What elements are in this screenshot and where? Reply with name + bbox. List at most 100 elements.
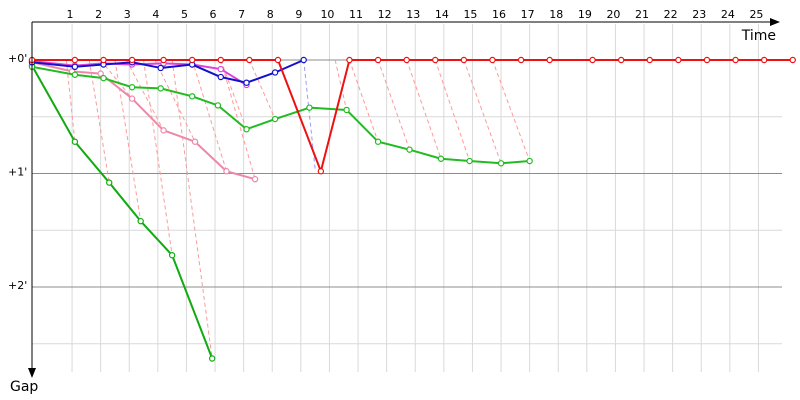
data-point xyxy=(217,56,224,64)
y-tick-label: +0' xyxy=(8,52,27,65)
data-point xyxy=(157,85,164,92)
data-point xyxy=(675,56,682,64)
data-point xyxy=(168,252,176,259)
data-point xyxy=(489,56,496,64)
x-tick-label: 17 xyxy=(521,8,535,21)
data-point xyxy=(271,69,279,76)
guide-line xyxy=(377,59,410,150)
x-axis-title: Time xyxy=(741,28,776,44)
data-point xyxy=(343,106,350,114)
x-axis-arrow-icon xyxy=(770,18,780,26)
series-3 xyxy=(28,63,533,167)
data-point xyxy=(317,168,325,175)
data-point xyxy=(208,355,216,362)
guide-line xyxy=(248,59,276,120)
data-point xyxy=(71,56,79,64)
series-layer xyxy=(28,56,796,362)
data-point xyxy=(432,56,439,64)
x-tick-label: 10 xyxy=(320,8,334,21)
x-tick-label: 25 xyxy=(749,8,763,21)
series-line xyxy=(31,59,305,84)
series-line xyxy=(31,60,248,86)
x-tick-label: 23 xyxy=(692,8,706,21)
guide-line xyxy=(143,59,173,256)
data-point xyxy=(71,71,79,78)
data-point xyxy=(466,157,473,165)
data-point xyxy=(403,56,410,64)
x-tick-label: 21 xyxy=(635,8,649,21)
x-tick-label: 19 xyxy=(578,8,592,21)
data-point xyxy=(374,56,382,64)
guide-line xyxy=(125,59,165,131)
data-point xyxy=(789,56,796,64)
data-point xyxy=(223,168,230,175)
x-tick-label: 22 xyxy=(664,8,678,21)
data-point xyxy=(106,179,113,186)
guide-line xyxy=(191,59,227,172)
data-point xyxy=(246,56,253,64)
data-point xyxy=(732,56,739,64)
guide-line xyxy=(491,59,531,162)
data-point xyxy=(217,73,224,81)
x-tick-label: 16 xyxy=(492,8,506,21)
data-point xyxy=(546,56,553,64)
axes: Time Gap xyxy=(10,18,780,395)
x-tick-label: 18 xyxy=(549,8,563,21)
x-tick-label: 7 xyxy=(238,8,245,21)
data-point xyxy=(128,84,136,91)
data-point xyxy=(191,138,199,145)
y-tick-label: +2' xyxy=(8,279,27,292)
guide-line xyxy=(348,59,379,142)
guide-line xyxy=(406,59,442,159)
x-tick-label: 11 xyxy=(349,8,363,21)
data-point xyxy=(188,56,196,64)
x-tick-label: 2 xyxy=(95,8,102,21)
data-point xyxy=(497,160,505,167)
series-line xyxy=(32,59,793,173)
data-point xyxy=(703,56,711,64)
data-point xyxy=(157,64,164,72)
x-tick-label: 15 xyxy=(463,8,477,21)
data-point xyxy=(71,63,79,71)
x-tick-label: 20 xyxy=(606,8,620,21)
data-point xyxy=(346,56,353,64)
x-tick-label: 4 xyxy=(152,8,159,21)
data-point xyxy=(271,115,279,123)
x-tick-label: 6 xyxy=(210,8,217,21)
data-point xyxy=(100,56,107,64)
x-tick-label: 24 xyxy=(721,8,735,21)
data-point xyxy=(137,217,144,225)
y-axis-arrow-icon xyxy=(28,368,36,378)
series-line xyxy=(31,65,214,359)
x-tick-label: 9 xyxy=(295,8,302,21)
data-point xyxy=(274,56,282,64)
data-point xyxy=(243,126,250,133)
data-point xyxy=(760,56,768,64)
data-point xyxy=(128,95,136,102)
data-point xyxy=(617,56,625,64)
y-tick-label: +1' xyxy=(8,166,27,179)
guide-line xyxy=(154,59,196,142)
data-point xyxy=(217,65,224,73)
data-point xyxy=(589,56,596,64)
x-tick-label: 1 xyxy=(67,8,74,21)
data-point xyxy=(517,56,525,64)
data-point xyxy=(646,56,653,64)
data-point xyxy=(460,56,468,64)
series-6 xyxy=(28,56,796,175)
data-point xyxy=(243,79,250,86)
series-line xyxy=(31,61,256,181)
y-tick-labels: +0' +1' +2' xyxy=(8,52,27,292)
data-point xyxy=(97,70,104,77)
guide-line xyxy=(171,59,213,359)
data-point xyxy=(100,74,107,82)
x-tick-label: 12 xyxy=(378,8,392,21)
x-tick-label: 8 xyxy=(267,8,274,21)
y-axis-title: Gap xyxy=(10,379,38,395)
guide-line xyxy=(334,59,348,111)
data-point xyxy=(526,157,533,165)
guide-line xyxy=(434,59,471,162)
data-point xyxy=(306,104,313,111)
guide-line xyxy=(463,59,502,164)
data-point xyxy=(251,175,259,183)
